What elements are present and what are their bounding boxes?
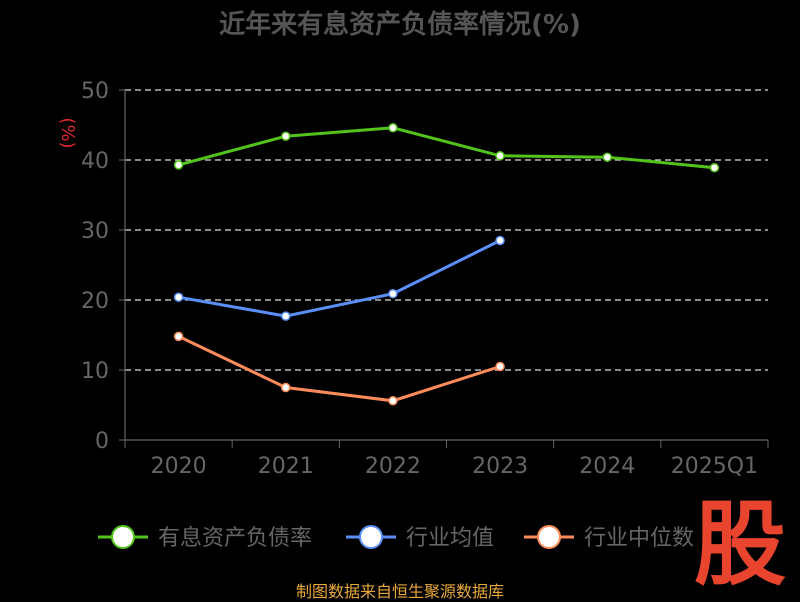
x-tick-label: 2022 (365, 454, 421, 479)
legend-label: 有息资产负债率 (158, 526, 312, 551)
series-line (178, 126, 715, 170)
data-point (173, 160, 184, 170)
y-tick-label: 20 (81, 289, 109, 314)
data-point (281, 131, 291, 141)
data-source-note: 制图数据来自恒生聚源数据库 (295, 582, 504, 601)
data-point (495, 235, 505, 246)
data-point (495, 361, 505, 372)
x-tick-label: 2024 (579, 454, 635, 479)
series-line (177, 335, 501, 403)
data-point (388, 396, 398, 406)
legend-marker (359, 525, 383, 549)
data-point (388, 123, 398, 133)
data-point (281, 382, 291, 393)
data-point (173, 292, 184, 302)
data-point (388, 288, 398, 299)
data-point (281, 311, 291, 321)
x-tick-label: 2025Q1 (671, 454, 758, 479)
legend-label: 行业中位数 (584, 526, 694, 551)
x-tick-label: 2020 (151, 454, 207, 479)
y-tick-label: 0 (95, 429, 109, 454)
series-line (178, 239, 501, 318)
x-tick-label: 2023 (472, 454, 528, 479)
y-tick-label: 30 (81, 219, 109, 244)
data-point (602, 152, 612, 162)
y-tick-label: 10 (81, 359, 109, 384)
y-tick-label: 50 (81, 79, 109, 104)
legend-label: 行业均值 (406, 526, 494, 551)
brand-logo: 股 (693, 491, 786, 598)
x-tick-label: 2021 (258, 454, 314, 479)
legend-marker (111, 525, 135, 549)
data-point (709, 162, 720, 173)
data-point (173, 331, 184, 342)
legend-marker (537, 525, 561, 549)
data-point (495, 151, 505, 161)
chart-title: 近年来有息资产负债率情况(%) (219, 10, 581, 40)
y-tick-label: 40 (81, 149, 109, 174)
y-axis-label: (%) (57, 117, 78, 148)
